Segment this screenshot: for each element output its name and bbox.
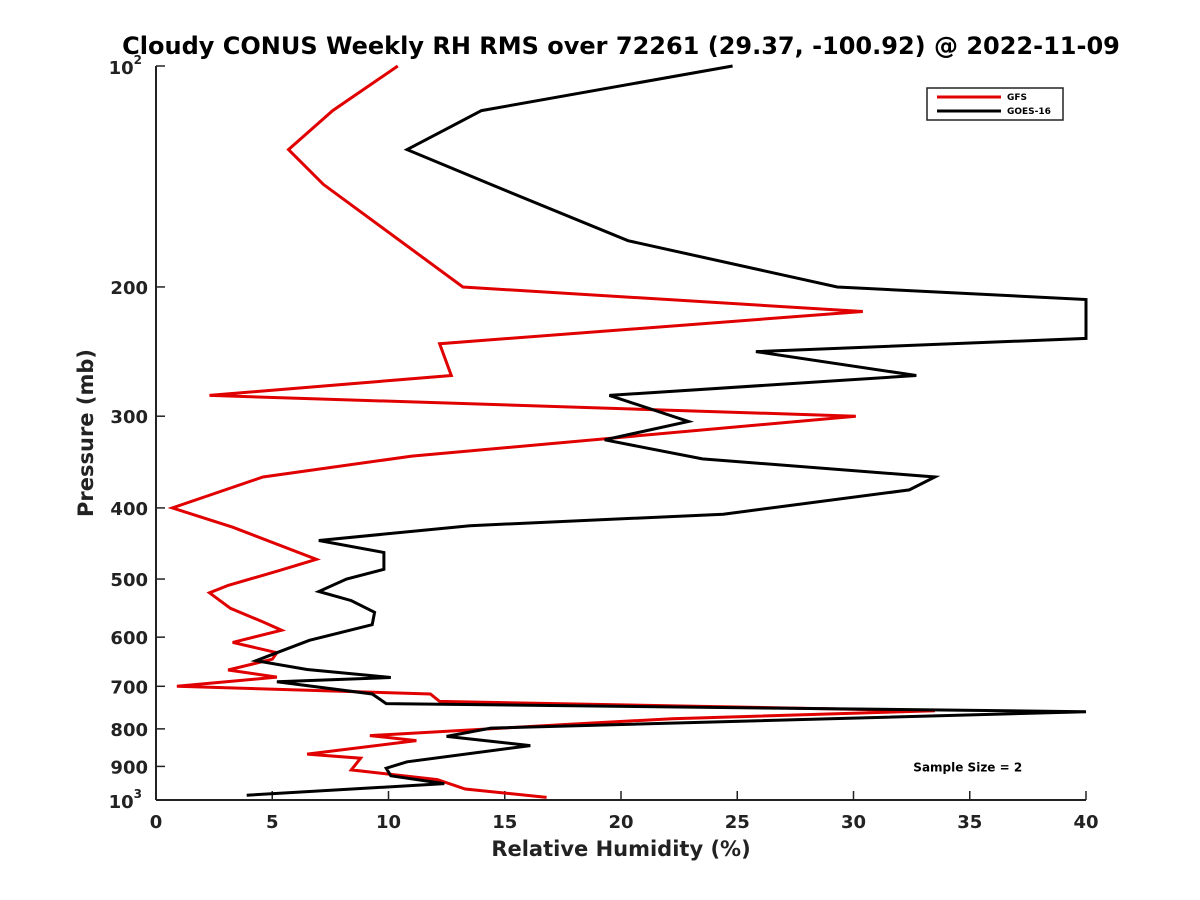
y-tick-label: 800 (110, 720, 148, 741)
y-tick-exponent: 3 (134, 787, 142, 801)
y-tick-label: 200 (110, 278, 148, 299)
y-tick-label: 500 (110, 570, 148, 591)
x-axis: 0 5 10 15 20 25 30 35 40 (150, 791, 1099, 833)
y-tick-label: 700 (110, 677, 148, 698)
y-tick-exponent: 2 (134, 53, 142, 67)
legend-entry: GFS (1007, 93, 1027, 103)
y-tick-base: 10 (109, 58, 134, 79)
x-tick-label: 10 (376, 812, 401, 833)
x-axis-label: Relative Humidity (%) (491, 837, 750, 861)
series-line-gfs (167, 64, 935, 799)
y-axis-label: Pressure (mb) (74, 349, 98, 517)
x-tick-label: 30 (841, 812, 866, 833)
x-tick-label: 0 (150, 812, 163, 833)
sample-size-annotation: Sample Size = 2 (913, 760, 1022, 774)
legend-box (926, 87, 1064, 121)
plot-area (156, 66, 1086, 800)
legend-entry: GOES-16 (1007, 107, 1051, 117)
x-tick-label: 15 (492, 812, 517, 833)
y-tick-label: 300 (110, 407, 148, 428)
series-line-goes-16 (246, 64, 1088, 797)
x-tick-label: 40 (1073, 812, 1098, 833)
chart-title: Cloudy CONUS Weekly RH RMS over 72261 (2… (122, 32, 1120, 60)
series-layer (167, 64, 1088, 799)
legend: GFS GOES-16 (926, 87, 1064, 121)
y-tick-base: 10 (109, 792, 134, 813)
y-tick-label: 400 (110, 499, 148, 520)
y-tick-label: 900 (110, 757, 148, 778)
x-tick-label: 35 (957, 812, 982, 833)
x-tick-label: 25 (725, 812, 750, 833)
x-tick-label: 20 (608, 812, 633, 833)
x-tick-label: 5 (266, 812, 279, 833)
y-tick-label: 102 (109, 53, 142, 79)
annotation-layer: Sample Size = 2 (913, 760, 1022, 774)
y-tick-label: 103 (109, 787, 142, 813)
y-tick-label: 600 (110, 628, 148, 649)
